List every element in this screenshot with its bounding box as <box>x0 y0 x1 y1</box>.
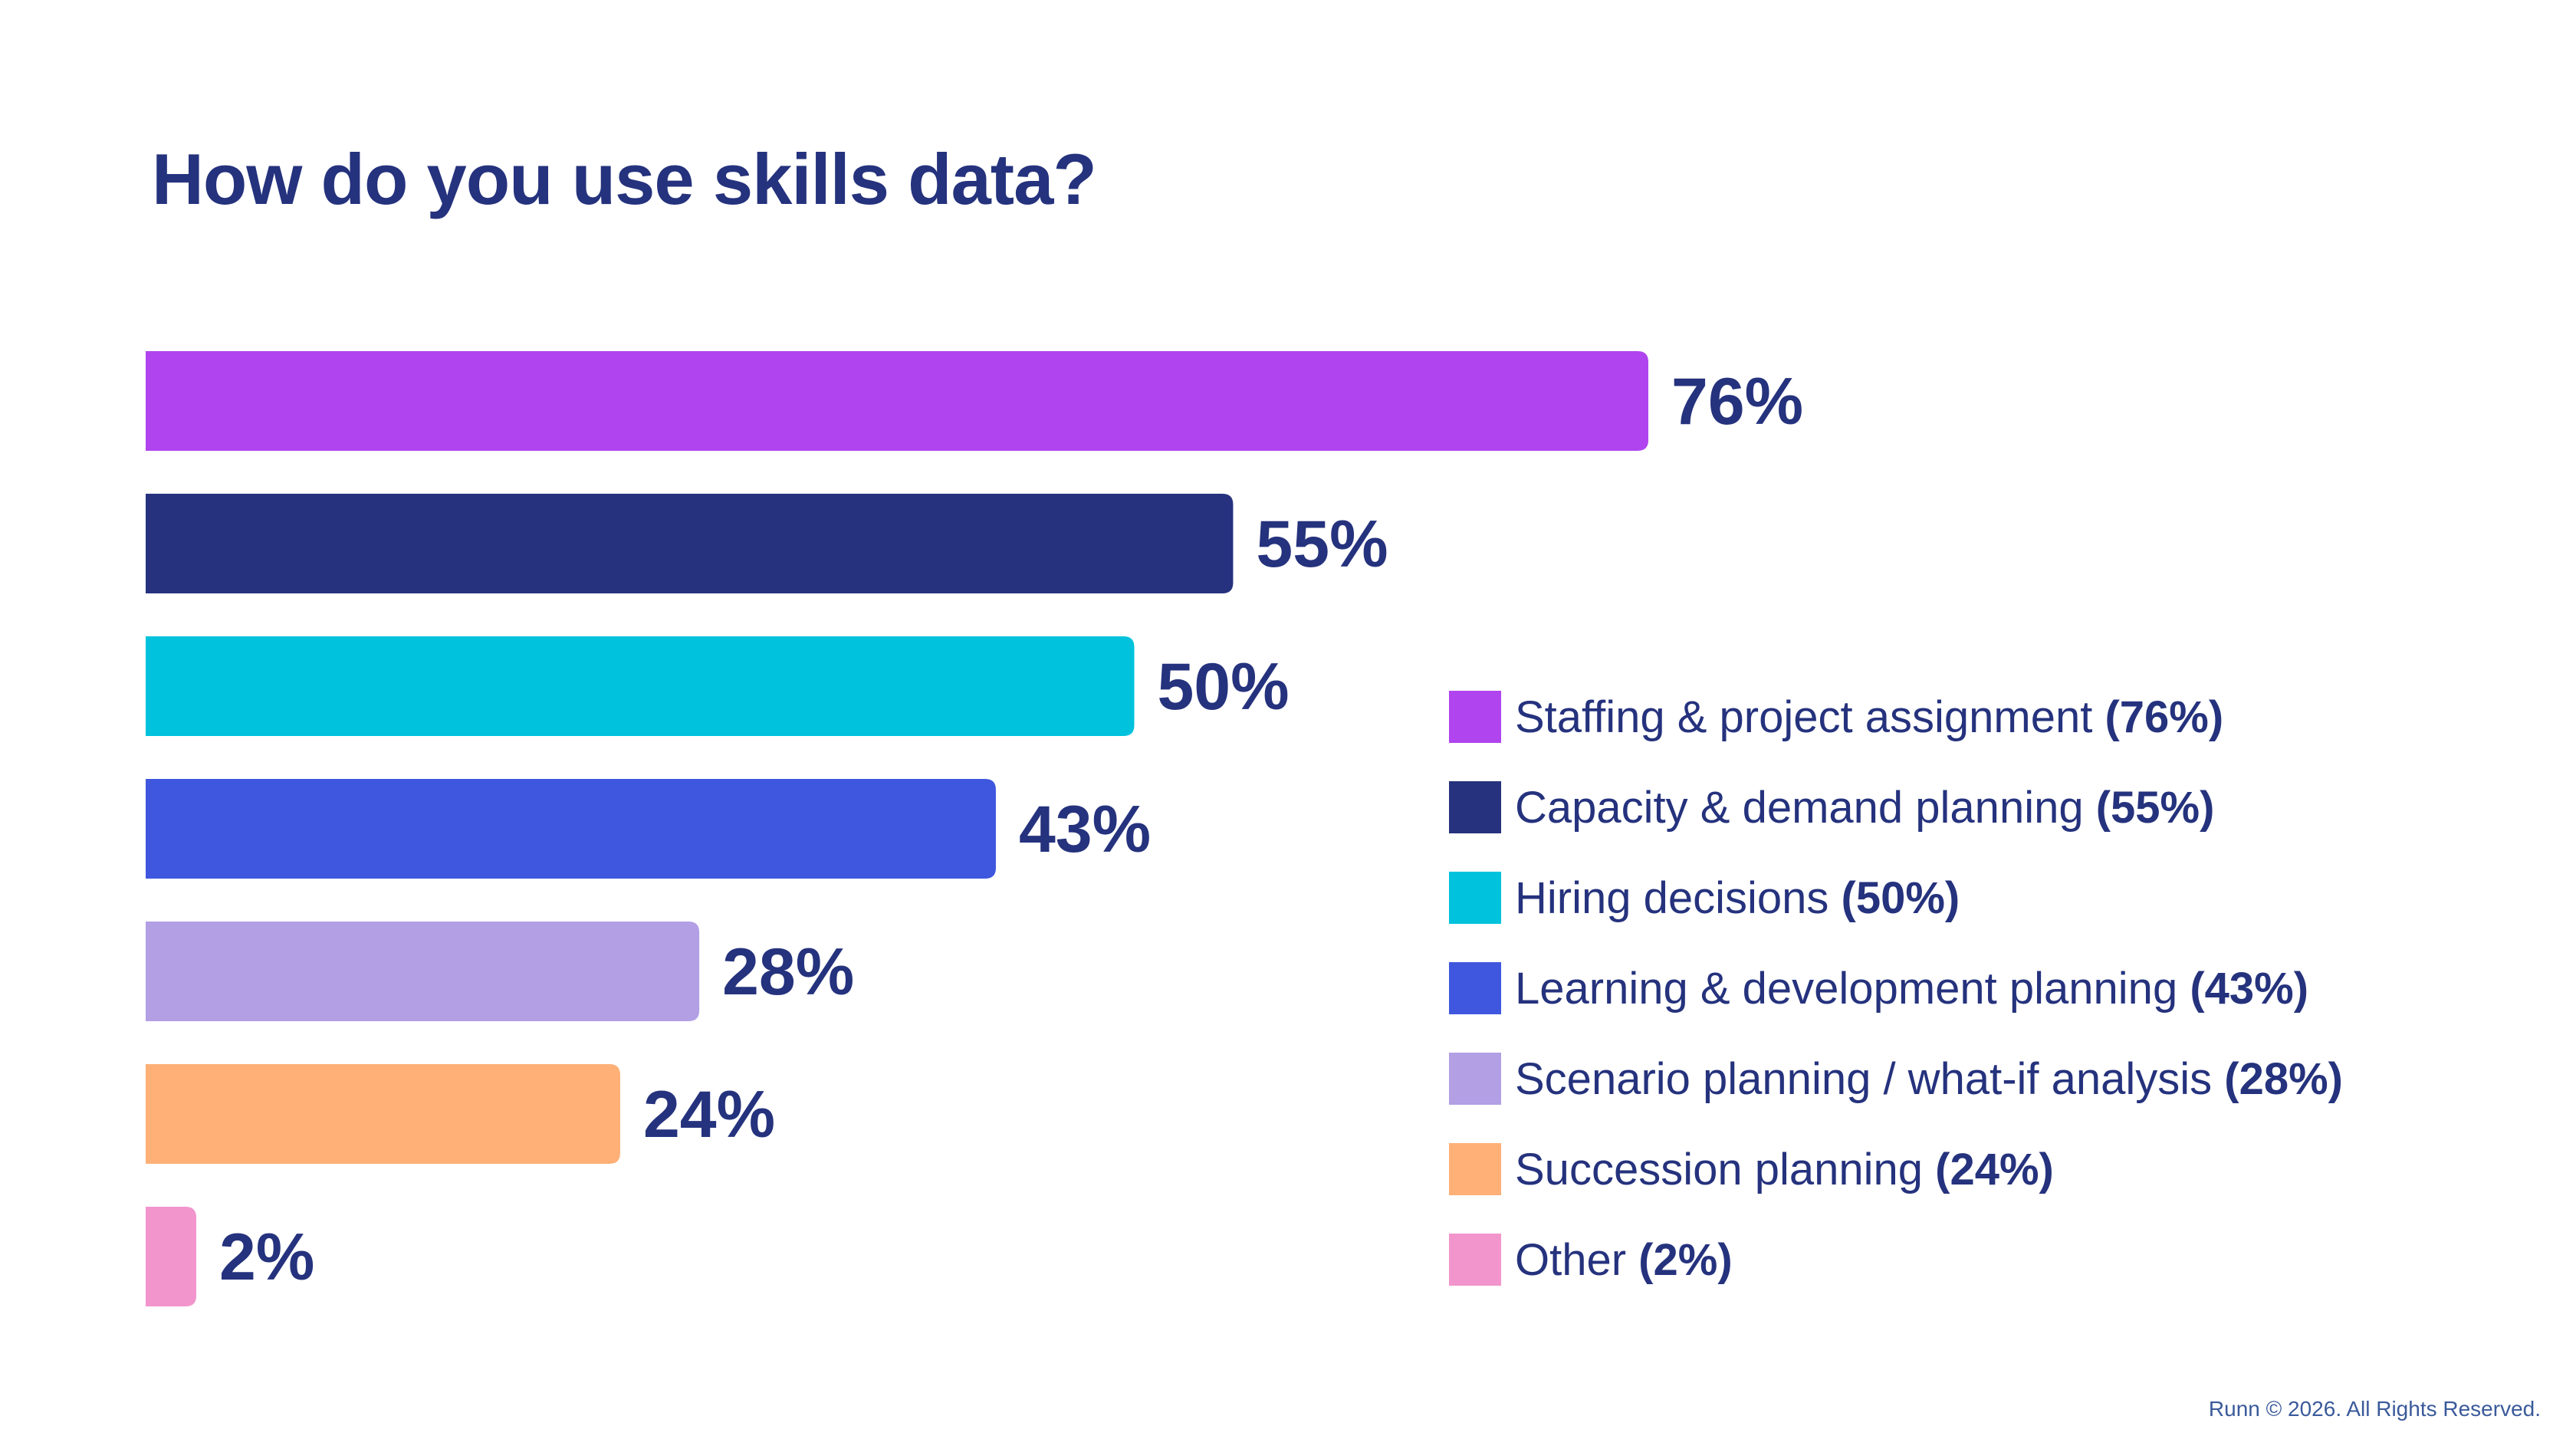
legend-item: Other (2%) <box>1449 1233 1733 1286</box>
bar-2 <box>146 494 1234 593</box>
legend-item: Staffing & project assignment (76%) <box>1449 690 2223 744</box>
bar-value-label-2: 55% <box>1256 508 1388 581</box>
legend-percent: (2%) <box>1638 1234 1733 1285</box>
legend-item: Capacity & demand planning (55%) <box>1449 780 2214 834</box>
legend-label: Succession planning (24%) <box>1515 1144 2054 1195</box>
bar-3 <box>146 636 1135 736</box>
chart-title: How do you use skills data? <box>152 139 1097 219</box>
legend-percent: (28%) <box>2224 1053 2343 1104</box>
bar-value-label-6: 24% <box>643 1078 775 1152</box>
legend-label: Hiring decisions (50%) <box>1515 872 1960 924</box>
legend-label: Staffing & project assignment (76%) <box>1515 692 2223 743</box>
legend-item: Hiring decisions (50%) <box>1449 871 1960 925</box>
bar-7 <box>146 1207 196 1306</box>
bar-value-label-5: 28% <box>722 935 854 1009</box>
legend-label: Learning & development planning (43%) <box>1515 963 2308 1014</box>
legend-label: Other (2%) <box>1515 1234 1733 1286</box>
legend-swatch <box>1449 1234 1501 1286</box>
legend-percent: (50%) <box>1841 872 1960 923</box>
bar-1 <box>146 351 1648 451</box>
legend-swatch <box>1449 872 1501 924</box>
bar-4 <box>146 779 996 879</box>
legend-category: Scenario planning / what-if analysis <box>1515 1053 2225 1104</box>
legend-item: Scenario planning / what-if analysis (28… <box>1449 1052 2343 1106</box>
bar-value-label-7: 2% <box>219 1221 314 1294</box>
legend-swatch <box>1449 781 1501 833</box>
legend-percent: (76%) <box>2104 692 2224 742</box>
legend-category: Succession planning <box>1515 1144 1936 1194</box>
copyright-footer: Runn © 2026. All Rights Reserved. <box>2208 1397 2541 1421</box>
legend-category: Staffing & project assignment <box>1515 692 2105 742</box>
legend-swatch <box>1449 691 1501 743</box>
bar-value-label-3: 50% <box>1157 650 1289 724</box>
legend-swatch <box>1449 962 1501 1014</box>
bar-6 <box>146 1064 620 1164</box>
bar-value-label-1: 76% <box>1671 365 1803 439</box>
legend-percent: (43%) <box>2190 963 2309 1014</box>
legend-percent: (55%) <box>2095 782 2215 833</box>
legend-category: Hiring decisions <box>1515 872 1842 923</box>
legend-category: Other <box>1515 1234 1639 1285</box>
legend-percent: (24%) <box>1935 1144 2054 1194</box>
bar-value-label-4: 43% <box>1019 793 1151 866</box>
legend-category: Learning & development planning <box>1515 963 2190 1014</box>
legend-label: Scenario planning / what-if analysis (28… <box>1515 1053 2343 1105</box>
bar-5 <box>146 922 700 1021</box>
legend-swatch <box>1449 1143 1501 1195</box>
legend-swatch <box>1449 1053 1501 1105</box>
legend-category: Capacity & demand planning <box>1515 782 2096 833</box>
legend-label: Capacity & demand planning (55%) <box>1515 782 2214 833</box>
legend-item: Succession planning (24%) <box>1449 1142 2054 1196</box>
legend-item: Learning & development planning (43%) <box>1449 961 2308 1015</box>
